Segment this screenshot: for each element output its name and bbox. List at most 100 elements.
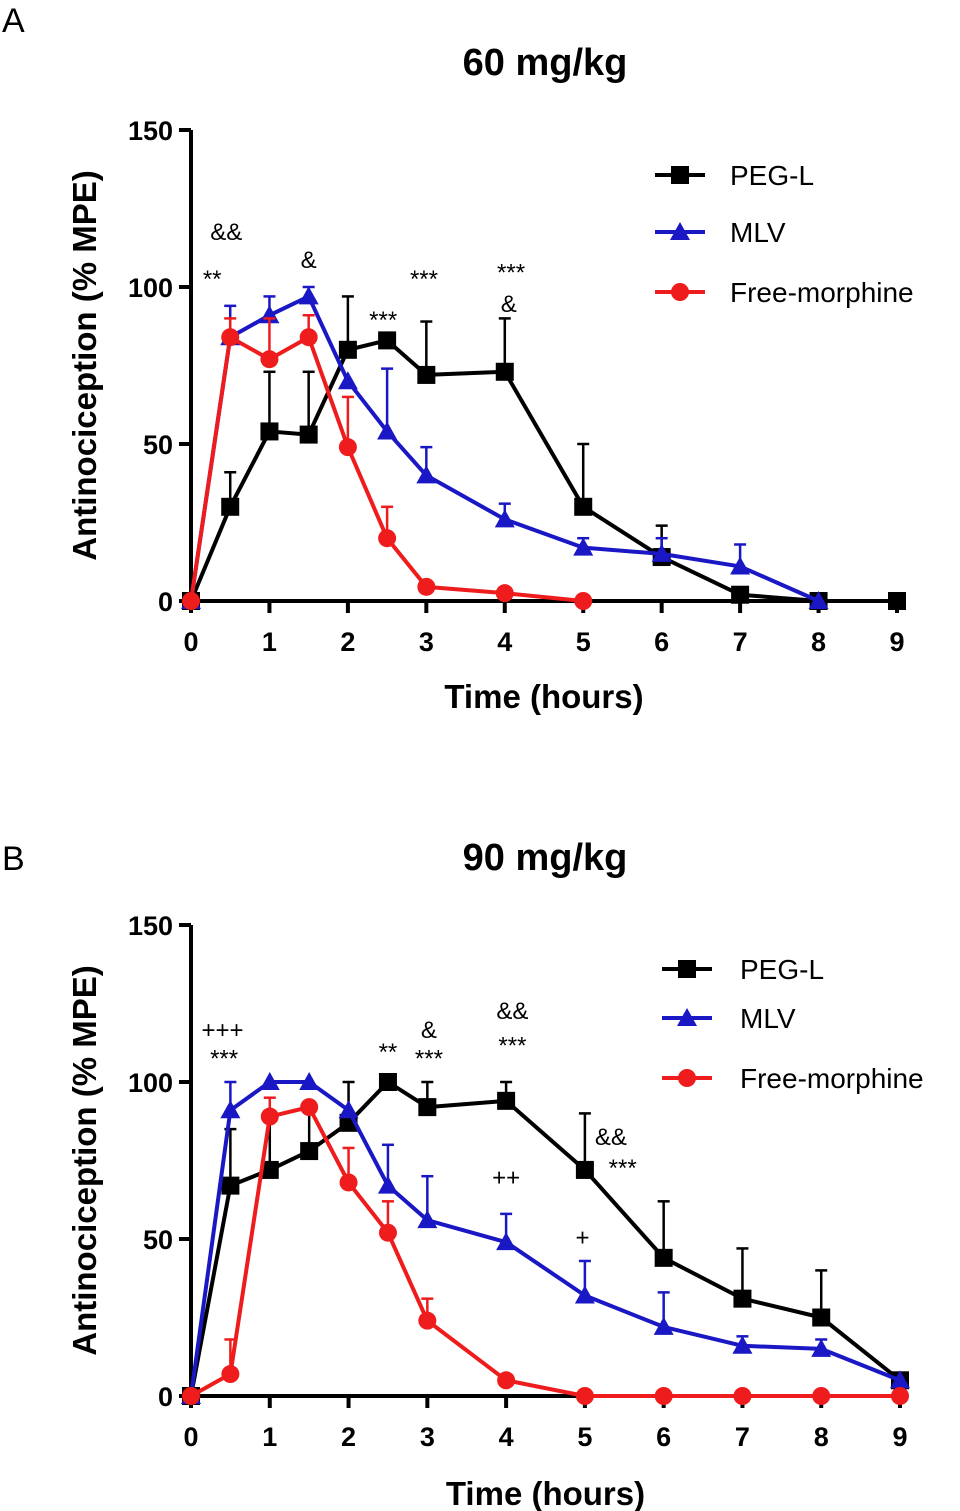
data-point (574, 1285, 595, 1304)
legend-label: MLV (740, 1003, 796, 1034)
data-point (339, 1173, 358, 1192)
significance-annotation: *** (609, 1155, 637, 1182)
x-tick-label: 5 (577, 1422, 592, 1452)
data-point (378, 1223, 397, 1242)
significance-annotation: *** (410, 266, 438, 293)
x-tick-label: 6 (654, 627, 669, 657)
data-point (260, 350, 279, 369)
legend-label: Free-morphine (740, 1063, 924, 1094)
series-peg-l (182, 1073, 909, 1405)
data-point (338, 340, 357, 359)
data-point (575, 1160, 594, 1179)
data-point (299, 1072, 320, 1090)
y-tick-label: 150 (128, 116, 173, 146)
data-point (497, 1091, 516, 1110)
data-point (220, 1100, 241, 1119)
data-point (494, 509, 515, 528)
legend-marker (678, 1069, 696, 1087)
significance-annotation: & (421, 1017, 437, 1044)
x-tick-label: 6 (656, 1422, 671, 1452)
data-point (337, 371, 358, 390)
data-point (496, 1232, 517, 1251)
data-point (182, 1387, 200, 1405)
x-tick-label: 1 (262, 627, 277, 657)
x-axis-label: Time (hours) (444, 678, 643, 715)
data-point (733, 1289, 752, 1308)
data-point (733, 1387, 752, 1405)
series-peg-l (182, 295, 906, 610)
x-tick-label: 7 (733, 627, 748, 657)
data-point (730, 556, 751, 575)
data-point (812, 1387, 831, 1405)
data-point (651, 543, 672, 562)
x-tick-label: 9 (889, 627, 904, 657)
data-point (654, 1387, 673, 1405)
legend-entry: PEG-L (662, 954, 824, 985)
series-free-morphine (182, 314, 593, 610)
x-tick-label: 4 (499, 1422, 514, 1452)
x-tick-label: 8 (814, 1422, 829, 1452)
significance-annotation: && (210, 219, 242, 246)
legend-label: MLV (730, 217, 786, 248)
data-point (418, 1311, 437, 1330)
data-point (378, 331, 397, 350)
legend-entry: Free-morphine (655, 277, 914, 308)
data-point (653, 1316, 674, 1335)
legend-marker (671, 283, 689, 301)
data-point (417, 1210, 438, 1229)
data-point (377, 421, 398, 440)
data-point (497, 1371, 516, 1390)
data-point (338, 438, 357, 457)
legend-label: Free-morphine (730, 277, 914, 308)
legend-marker (678, 960, 696, 978)
data-point (574, 592, 593, 610)
legend-marker (677, 1008, 697, 1026)
legend-entry: MLV (662, 1003, 796, 1034)
chart-title: 90 mg/kg (463, 837, 628, 879)
data-point (298, 286, 319, 305)
significance-annotation: *** (497, 260, 525, 287)
y-tick-label: 0 (158, 1382, 173, 1412)
data-point (495, 362, 514, 381)
data-point (378, 1073, 397, 1091)
data-point (338, 1100, 359, 1119)
legend-entry: Free-morphine (662, 1063, 924, 1094)
legend-label: PEG-L (740, 954, 824, 985)
data-point (418, 1098, 437, 1117)
y-tick-label: 50 (143, 430, 173, 460)
x-axis-label: Time (hours) (446, 1475, 645, 1511)
significance-annotation: ** (379, 1039, 398, 1066)
data-point (416, 465, 437, 484)
legend-entry: PEG-L (655, 160, 814, 191)
data-point (378, 529, 397, 548)
y-tick-label: 100 (128, 1068, 173, 1098)
significance-annotation: *** (210, 1045, 238, 1072)
data-point (812, 1308, 831, 1327)
x-tick-label: 4 (497, 627, 512, 657)
significance-annotation: ++ (492, 1165, 520, 1192)
x-tick-label: 1 (262, 1422, 277, 1452)
series-mlv (181, 1072, 910, 1404)
panel-label: B (2, 840, 25, 878)
significance-annotation: ** (203, 266, 222, 293)
significance-annotation: + (576, 1224, 590, 1251)
x-tick-label: 0 (183, 627, 198, 657)
x-tick-label: 2 (340, 627, 355, 657)
x-tick-label: 8 (811, 627, 826, 657)
data-point (300, 1098, 319, 1117)
series-line (190, 1105, 900, 1398)
data-point (575, 1387, 594, 1405)
y-tick-label: 0 (158, 587, 173, 617)
series-mlv (181, 285, 829, 609)
significance-annotation: && (595, 1124, 627, 1151)
significance-annotation: & (301, 247, 317, 274)
x-tick-label: 0 (183, 1422, 198, 1452)
significance-annotation: *** (369, 307, 397, 334)
series-free-morphine (182, 1096, 909, 1405)
x-tick-label: 5 (576, 627, 591, 657)
y-axis-label: Antinociception (% MPE) (66, 170, 103, 561)
data-point (574, 497, 593, 516)
data-point (259, 1072, 280, 1090)
significance-annotation: *** (498, 1033, 526, 1060)
x-tick-label: 7 (735, 1422, 750, 1452)
